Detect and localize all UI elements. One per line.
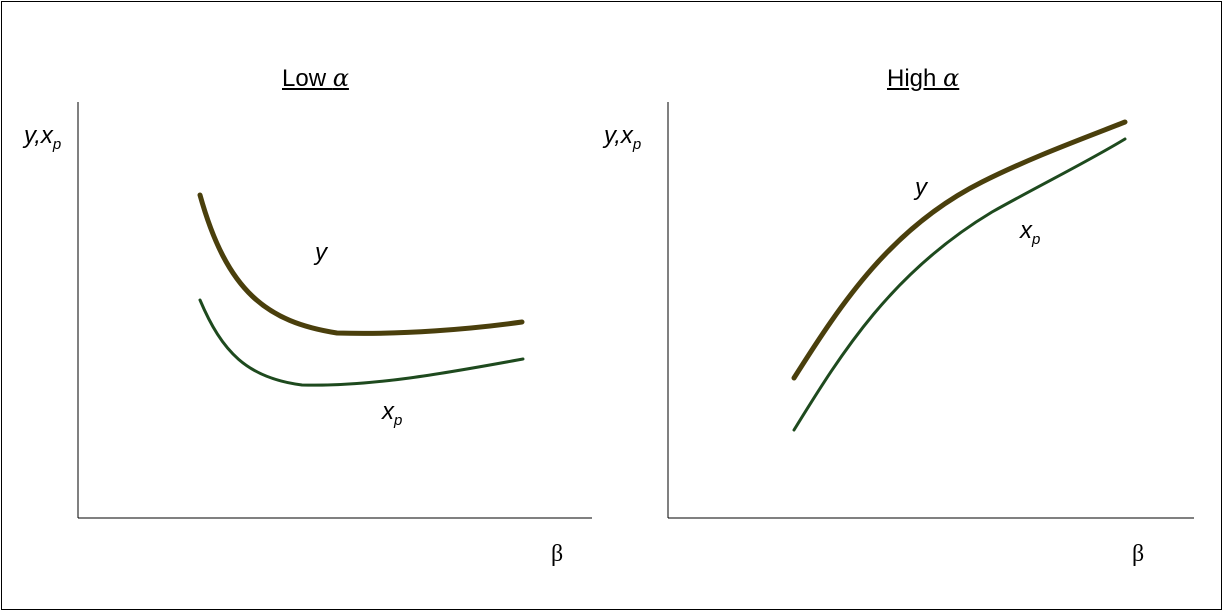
curve-label-text: x [382, 398, 394, 425]
curve-y [791, 119, 1128, 381]
x-axis-label: β [551, 541, 564, 567]
curve-label-subscript: p [394, 412, 403, 429]
y-axis-label: y,xp [24, 122, 62, 153]
curve-label-xp: xp [1020, 217, 1041, 248]
y-axis-label-text: y,x [604, 122, 633, 149]
curve-label-y: y [915, 174, 927, 202]
title-symbol: α [332, 64, 349, 92]
curve-label-text: y [315, 239, 327, 266]
title-text: Low [282, 65, 333, 92]
title-text: High [887, 65, 944, 92]
panel-low-alpha: Low α y,xp β y xp [2, 2, 612, 611]
plot-low-alpha [77, 102, 592, 519]
y-axis-label: y,xp [604, 122, 642, 153]
panel-high-alpha: High α y,xp β y xp [592, 2, 1222, 611]
y-axis-label-subscript: p [52, 136, 62, 153]
curve-label-y: y [315, 239, 327, 267]
plot-high-alpha [667, 102, 1194, 519]
curve-label-subscript: p [1032, 231, 1041, 248]
curve-label-xp: xp [382, 398, 403, 429]
panel-title: Low α [282, 64, 349, 93]
y-axis-label-subscript: p [632, 136, 642, 153]
curve-xp [792, 137, 1127, 432]
title-symbol: α [943, 64, 960, 92]
y-axis-label-text: y,x [24, 122, 53, 149]
panel-title: High α [887, 64, 959, 93]
curve-y [197, 192, 525, 336]
x-axis-label: β [1132, 541, 1145, 567]
curve-label-text: x [1020, 217, 1032, 244]
curve-label-text: y [915, 174, 927, 201]
curve-xp [198, 298, 525, 387]
